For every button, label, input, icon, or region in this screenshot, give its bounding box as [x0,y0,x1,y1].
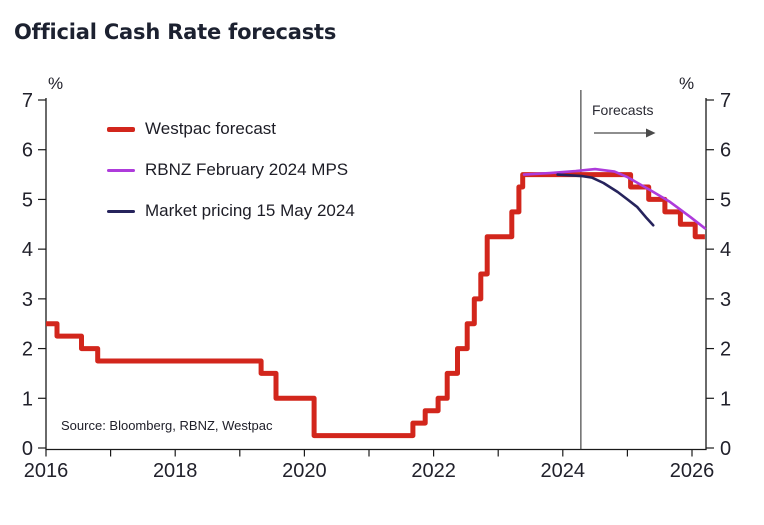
y-axis-unit-right: % [679,74,695,93]
y-axis-unit-left: % [48,74,64,93]
x-tick-label: 2022 [411,460,456,482]
chart-legend: Westpac forecast RBNZ February 2024 MPS … [107,119,355,243]
y-tick-label-left: 6 [22,140,33,162]
x-tick-label: 2018 [153,460,198,482]
y-tick-label-left: 5 [22,189,33,211]
y-tick-label-left: 1 [22,388,33,410]
legend-label: Westpac forecast [145,119,277,138]
forecast-arrow-head-icon [646,128,656,138]
y-tick-label-left: 4 [22,239,33,261]
axis-frame [45,98,707,451]
y-tick-label-left: 7 [22,90,33,112]
y-tick-label-right: 5 [720,189,731,211]
legend-item-market-pricing: Market pricing 15 May 2024 [107,201,355,220]
y-tick-label-left: 3 [22,289,33,311]
source-note: Source: Bloomberg, RBNZ, Westpac [61,418,273,433]
y-tick-label-left: 0 [22,438,33,460]
legend-item-rbnz-mps: RBNZ February 2024 MPS [107,160,355,179]
legend-swatch-rbnz-icon [107,168,135,172]
legend-label: Market pricing 15 May 2024 [145,201,355,220]
series-rbnz-february-2024-mps [522,167,707,230]
y-tick-label-right: 7 [720,90,731,112]
y-tick-label-right: 0 [720,438,731,460]
y-tick-label-right: 3 [720,289,731,311]
legend-item-westpac-forecast: Westpac forecast [107,119,355,138]
legend-label: RBNZ February 2024 MPS [145,160,349,179]
legend-swatch-market-icon [107,209,135,213]
series-market-pricing-15-may-2024 [556,173,655,227]
y-tick-label-right: 4 [720,239,731,261]
chart-title: Official Cash Rate forecasts [14,20,337,44]
y-tick-label-right: 6 [720,140,731,162]
x-tick-label: 2020 [282,460,327,482]
y-tick-label-right: 2 [720,339,731,361]
forecasts-annotation: Forecasts [592,102,654,118]
x-tick-label: 2026 [670,460,715,482]
legend-swatch-westpac-icon [107,126,135,132]
x-tick-label: 2016 [24,460,69,482]
y-tick-label-left: 2 [22,339,33,361]
x-tick-label: 2024 [541,460,586,482]
y-tick-label-right: 1 [720,388,731,410]
